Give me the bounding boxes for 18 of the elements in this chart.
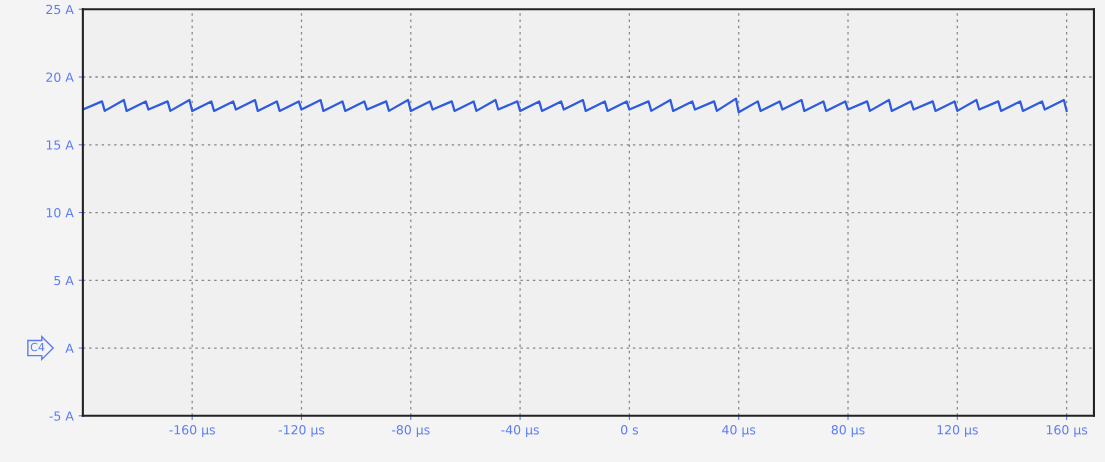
x-tick-label: 40 µs [722, 425, 756, 437]
y-tick-label: -5 A [49, 411, 74, 421]
text: C4 [30, 342, 45, 352]
x-tick-label: 80 µs [831, 425, 865, 437]
x-tick-label: -80 µs [391, 425, 430, 437]
line-series [82, 97, 1068, 114]
x-tick-label: -160 µs [169, 425, 215, 437]
x-tick-label: -40 µs [501, 425, 539, 437]
x-tick-label: 160 µs [1046, 425, 1088, 437]
y-tick-label: 10 A [46, 207, 74, 218]
x-tick-label: 0 s [621, 425, 639, 435]
x-tick-label: -120 µs [278, 425, 325, 437]
x-tick-label: 120 µs [937, 425, 978, 437]
y-tick-label: 20 A [46, 72, 74, 82]
y-tick-label: A [65, 343, 74, 353]
y-tick-label: 25 A [46, 4, 74, 15]
y-tick-label: 15 A [46, 140, 74, 150]
y-tick-label: 5 A [54, 275, 74, 286]
